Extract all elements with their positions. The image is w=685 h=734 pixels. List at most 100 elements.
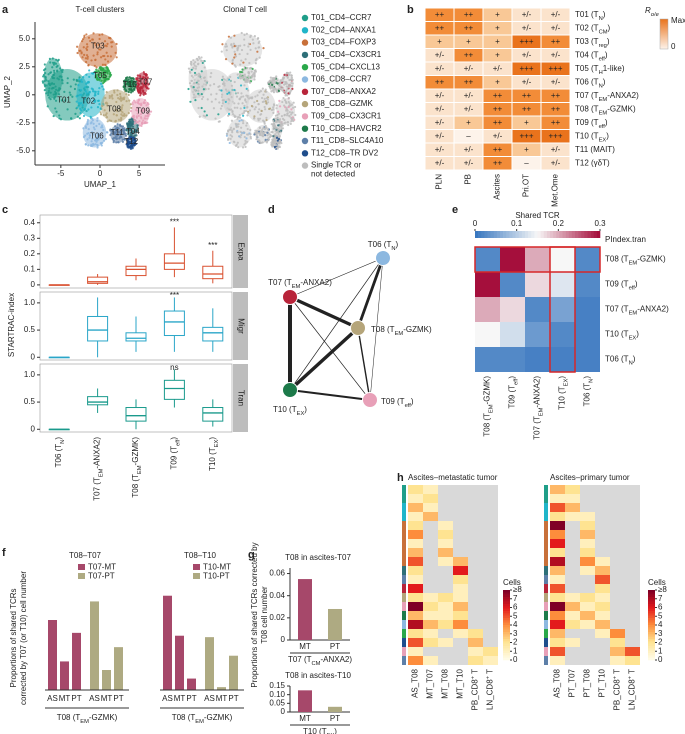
panel-letter: d — [268, 204, 275, 216]
heat-cell — [423, 494, 438, 503]
umap-point — [243, 33, 246, 37]
umap-point — [126, 140, 129, 143]
umap-point — [99, 113, 103, 116]
text-part: -ANXA2) — [637, 305, 669, 314]
umap-point — [96, 99, 100, 102]
colorbar-step — [543, 231, 548, 238]
y-tick-label: 0.04 — [269, 591, 285, 600]
na-cell — [468, 539, 483, 548]
umap-point — [264, 108, 267, 111]
umap-point — [81, 56, 84, 59]
umap-point — [114, 125, 117, 128]
na-cell — [610, 494, 625, 503]
text-part: eff — [513, 378, 519, 385]
cell-label: + — [495, 50, 500, 59]
umap-point — [239, 63, 242, 66]
colorbar-step — [648, 646, 655, 649]
umap-point — [268, 136, 271, 139]
na-cell — [565, 656, 580, 665]
umap-point — [219, 107, 223, 110]
umap-point — [242, 61, 245, 64]
umap-point — [83, 53, 86, 56]
umap-point — [291, 106, 295, 109]
x-tick-label: MT — [174, 694, 186, 703]
umap-point — [115, 141, 118, 144]
row-annotation — [402, 548, 406, 557]
column-label: T09 (Teff) — [508, 376, 519, 409]
na-cell — [565, 647, 580, 656]
umap-point — [146, 114, 149, 118]
heat-cell — [453, 575, 468, 584]
umap-point — [237, 116, 240, 119]
heat-cell — [408, 575, 423, 584]
umap-point — [44, 71, 47, 75]
colorbar-step — [503, 629, 510, 633]
umap-point — [231, 62, 234, 65]
colorbar-label: 4 — [513, 620, 518, 629]
umap-point — [53, 97, 56, 100]
text-part: -ANXA2) — [300, 278, 332, 287]
row-annotation — [402, 530, 406, 539]
umap-point — [263, 105, 266, 109]
cell-label: +++ — [519, 37, 533, 46]
heat-cell — [468, 647, 483, 656]
umap-point — [129, 110, 133, 113]
umap-point — [278, 83, 281, 86]
umap-point — [229, 134, 232, 137]
text-part: T09 (T — [170, 446, 179, 470]
colorbar-step — [531, 231, 535, 238]
legend-label: T04_CD4–CX3CR1 — [311, 50, 382, 59]
row-label: T07 (TEM-ANXA2) — [575, 91, 639, 102]
umap-point — [90, 59, 93, 62]
umap-point — [212, 107, 216, 110]
heat-cell — [423, 485, 438, 494]
colorbar-label: 0.2 — [553, 219, 565, 228]
umap-point — [51, 66, 54, 69]
umap-point — [103, 54, 106, 58]
umap-point — [192, 67, 195, 70]
heat-cell — [610, 647, 625, 656]
umap-point — [285, 85, 288, 88]
umap-point — [268, 107, 271, 111]
column-label: T10 (TEX) — [558, 376, 569, 410]
colorbar-step — [503, 636, 510, 640]
na-cell — [468, 503, 483, 512]
colorbar-step — [546, 231, 551, 238]
umap-point — [233, 34, 236, 37]
umap-point — [288, 111, 291, 114]
umap-point — [236, 91, 240, 95]
umap-point — [278, 105, 282, 108]
umap-point — [105, 91, 108, 94]
heat-cell — [565, 512, 580, 521]
umap-point — [124, 132, 127, 135]
umap-point — [114, 108, 117, 111]
colorbar-step — [648, 620, 655, 623]
colorbar-step — [648, 632, 655, 635]
column-label: LN_CD8+ T — [485, 669, 495, 710]
na-cell — [565, 530, 580, 539]
heat-cell — [625, 656, 640, 665]
umap-point — [254, 58, 257, 62]
y-tick-label: 1.0 — [24, 298, 36, 307]
column-label: PT_T07 — [568, 668, 577, 697]
umap-point — [275, 127, 279, 130]
heat-cell — [408, 620, 423, 629]
umap-point — [260, 112, 263, 116]
text-part: T08 (T — [575, 104, 599, 113]
text-part: LN_CD8 — [486, 679, 495, 710]
heat-cell — [408, 602, 423, 611]
heat-cell — [408, 584, 423, 593]
text-part: EM — [80, 719, 89, 725]
row-annotation — [402, 593, 406, 602]
y-tick-label: 0 — [31, 280, 36, 289]
na-cell — [483, 548, 498, 557]
heat-cell — [550, 347, 575, 372]
text-part: ) — [334, 727, 337, 734]
highlight-box — [549, 246, 576, 373]
umap-point — [288, 115, 291, 118]
umap-point — [233, 106, 236, 109]
colorbar-step — [503, 231, 507, 238]
umap-point — [277, 112, 281, 115]
umap-point — [230, 119, 234, 122]
row-label: T08 (TEM-GZMK) — [575, 104, 636, 115]
